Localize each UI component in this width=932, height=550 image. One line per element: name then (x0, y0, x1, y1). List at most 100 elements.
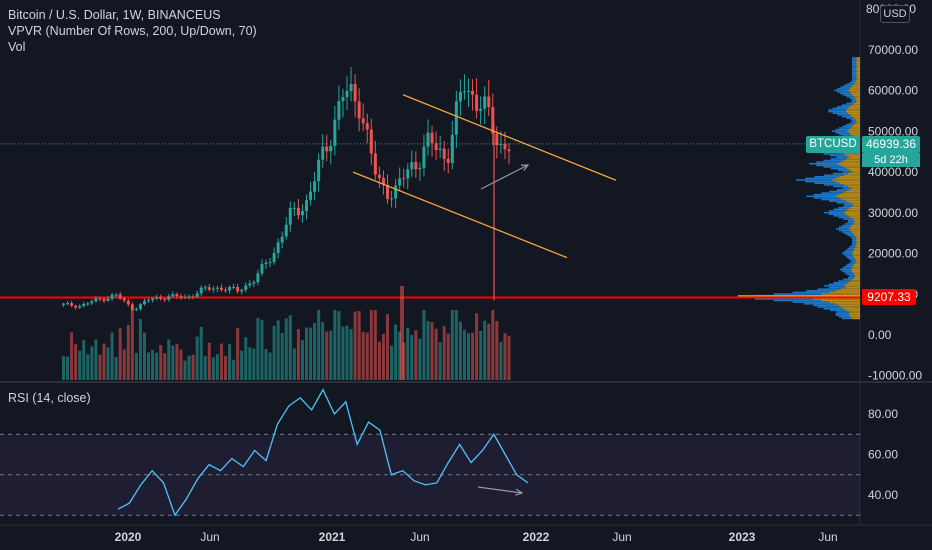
vpvr-row-down (847, 107, 860, 110)
price-tick-label: 60000.00 (868, 84, 918, 98)
volume-bar (386, 314, 389, 380)
vpvr-row-down (845, 210, 860, 212)
currency-button[interactable]: USD (880, 5, 910, 23)
candle-body (70, 303, 74, 306)
vpvr-row-down (854, 234, 860, 237)
vpvr-row-down (850, 226, 860, 229)
volume-bar (394, 324, 398, 380)
candle-body (398, 178, 402, 186)
volume-bar (228, 344, 232, 380)
volume-bar (446, 333, 450, 380)
vpvr-row-up (852, 70, 857, 72)
vpvr-row-down (850, 133, 860, 136)
candle-body (305, 200, 308, 212)
vpvr-row-up (832, 112, 848, 115)
volume-bar (288, 315, 292, 380)
vpvr-row-down (856, 70, 860, 72)
vpvr-row-down (845, 213, 860, 215)
volume-bar (483, 320, 487, 380)
volume-bar (475, 313, 479, 380)
vpvr-row-down (856, 76, 860, 79)
vpvr-row-up (836, 228, 850, 230)
support-price-tag: 9207.33 (862, 289, 916, 305)
volume-bar (345, 325, 349, 380)
vpvr-legend[interactable]: VPVR (Number Of Rows, 200, Up/Down, 70) (8, 24, 257, 38)
candle-body (507, 149, 511, 152)
vpvr-row-down (848, 215, 860, 217)
vpvr-row-up (806, 290, 836, 292)
symbol-title[interactable]: Bitcoin / U.S. Dollar, 1W, BINANCEUS (8, 8, 221, 22)
vpvr-row-up (832, 107, 848, 110)
vpvr-row-down (856, 260, 860, 263)
volume-bar (224, 356, 227, 380)
candle-body (232, 287, 236, 289)
vpvr-row-up (838, 316, 851, 318)
volume-legend[interactable]: Vol (8, 40, 26, 54)
volume-bar (86, 354, 90, 380)
candle-body (325, 146, 329, 152)
vpvr-row-down (856, 60, 860, 62)
vpvr-row-down (849, 311, 860, 313)
vpvr-row-down (856, 73, 860, 75)
vpvr-row-up (844, 203, 853, 206)
candle-body (143, 301, 146, 305)
vpvr-row-down (853, 265, 860, 268)
candle-body (211, 288, 215, 290)
volume-bar (118, 328, 122, 380)
volume-bar (333, 310, 337, 380)
vpvr-row-up (852, 99, 857, 101)
volume-bar (195, 336, 199, 380)
candle-body (300, 211, 304, 216)
vpvr-row-down (852, 218, 860, 220)
vpvr-row-up (829, 190, 847, 193)
vpvr-row-up (851, 260, 857, 263)
price-tick-label: 40000.00 (868, 165, 918, 179)
vpvr-row-up (842, 125, 853, 128)
vpvr-row-down (821, 299, 860, 302)
vpvr-row-up (838, 280, 851, 282)
vpvr-row-down (849, 156, 860, 158)
vpvr-row-up (834, 89, 849, 92)
volume-bar (106, 347, 110, 380)
price-tick-label: 50000.00 (868, 124, 918, 138)
vpvr-row-up (833, 208, 849, 211)
candle-body (224, 289, 227, 291)
volume-bar (309, 327, 313, 380)
vpvr-row-up (843, 94, 853, 97)
volume-bar (122, 349, 126, 380)
vpvr-row-down (849, 228, 860, 230)
vpvr-row-down (847, 172, 860, 175)
vpvr-row-up (841, 224, 852, 227)
vpvr-row-down (843, 211, 860, 214)
vpvr-histogram (736, 57, 860, 320)
candle-body (296, 207, 300, 216)
rsi-legend[interactable]: RSI (14, close) (8, 391, 91, 405)
candle-body (94, 298, 98, 302)
vpvr-row-up (813, 193, 840, 196)
vpvr-row-up (842, 317, 852, 320)
vpvr-row-up (840, 268, 851, 271)
vpvr-row-down (855, 259, 860, 261)
volume-bar (232, 359, 236, 380)
vpvr-row-up (833, 215, 849, 217)
time-tick-label: 2020 (115, 530, 142, 544)
vpvr-row-down (829, 301, 860, 303)
candle-body (175, 294, 179, 297)
vpvr-row-up (852, 57, 857, 59)
vpvr-row-up (845, 255, 854, 258)
vpvr-row-up (829, 200, 847, 202)
candle-body (434, 143, 438, 150)
vpvr-row-up (823, 307, 844, 310)
volume-bar (450, 310, 454, 380)
vpvr-row-up (846, 123, 854, 126)
vpvr-row-down (850, 127, 860, 129)
volume-bar (244, 337, 248, 380)
vpvr-row-up (817, 306, 841, 308)
vpvr-row-down (838, 304, 860, 307)
vpvr-row-down (853, 223, 860, 225)
vpvr-row-up (848, 262, 856, 264)
vpvr-row-down (843, 166, 860, 168)
vpvr-row-up (836, 202, 850, 204)
